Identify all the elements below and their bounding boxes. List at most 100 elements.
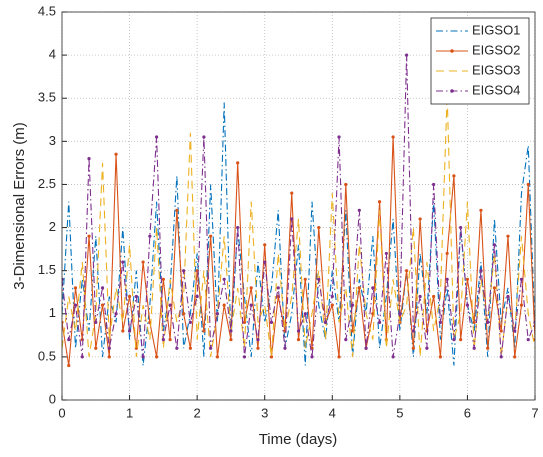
legend-marker — [450, 89, 454, 93]
y-tick-label: 1 — [49, 305, 56, 320]
point — [188, 346, 192, 350]
point — [377, 320, 382, 324]
point — [513, 329, 517, 333]
point — [296, 329, 301, 333]
x-tick-label: 2 — [194, 405, 201, 420]
x-tick-label: 4 — [329, 405, 336, 420]
point — [215, 312, 220, 316]
point — [222, 303, 226, 307]
point — [168, 338, 172, 342]
point — [317, 225, 321, 230]
point — [94, 346, 98, 350]
point — [452, 338, 456, 342]
y-tick-label: 0 — [49, 391, 56, 406]
point — [398, 312, 402, 316]
point — [479, 269, 483, 273]
point — [445, 277, 449, 281]
point — [94, 320, 98, 324]
y-tick-label: 2.5 — [38, 176, 56, 191]
point — [303, 277, 307, 281]
point — [249, 286, 253, 290]
point — [114, 152, 118, 156]
point — [175, 208, 179, 212]
point — [405, 53, 409, 57]
y-tick-label: 3 — [49, 133, 56, 148]
point — [195, 294, 199, 299]
point — [236, 225, 240, 230]
point — [472, 346, 476, 350]
x-tick-label: 1 — [126, 405, 133, 420]
point — [100, 303, 105, 307]
point — [418, 217, 422, 221]
point — [67, 363, 71, 368]
point — [391, 355, 395, 359]
point — [459, 225, 463, 230]
point — [229, 329, 233, 333]
point — [202, 135, 206, 139]
point — [526, 338, 530, 342]
point — [155, 135, 159, 139]
point — [182, 312, 186, 316]
point — [80, 355, 84, 359]
point — [357, 208, 361, 212]
legend-label: EIGSO3 — [472, 62, 520, 77]
point — [384, 251, 388, 256]
x-tick-label: 7 — [531, 405, 538, 420]
series-group — [62, 53, 535, 368]
point — [107, 346, 111, 350]
legend-box — [430, 17, 530, 105]
y-tick-label: 4.5 — [38, 3, 56, 18]
point — [411, 346, 415, 350]
legend-label: EIGSO1 — [472, 22, 520, 37]
point — [486, 346, 490, 350]
point — [418, 294, 422, 299]
point — [73, 286, 78, 290]
series-line — [62, 55, 535, 357]
point — [513, 355, 517, 359]
point — [100, 286, 105, 290]
point — [445, 251, 449, 256]
y-tick-label: 1.5 — [38, 262, 56, 277]
point — [303, 312, 307, 316]
point — [155, 355, 159, 359]
point — [472, 320, 476, 324]
point — [141, 260, 145, 264]
point — [499, 329, 503, 333]
point — [236, 161, 240, 165]
axes-box — [61, 11, 536, 401]
point — [209, 346, 213, 350]
point — [242, 355, 247, 359]
point — [411, 329, 415, 333]
point — [127, 329, 132, 333]
point — [432, 294, 436, 299]
point — [175, 346, 179, 350]
y-tick-label: 2 — [49, 219, 56, 234]
point — [215, 355, 220, 359]
point — [438, 320, 442, 324]
point — [492, 243, 497, 247]
point — [209, 234, 213, 238]
x-axis-label: Time (days) — [259, 431, 338, 448]
x-tick-label: 6 — [464, 405, 471, 420]
point — [249, 303, 253, 307]
point — [229, 338, 233, 342]
point — [141, 355, 145, 359]
point — [438, 355, 442, 359]
y-tick-label: 0.5 — [38, 348, 56, 363]
point — [161, 338, 165, 342]
y-tick-label: 4 — [49, 47, 56, 62]
point — [269, 355, 274, 359]
point — [350, 329, 355, 333]
point — [337, 355, 341, 359]
point — [148, 234, 152, 238]
point — [283, 346, 287, 350]
point — [290, 217, 294, 221]
x-tick-label: 0 — [58, 405, 65, 420]
point — [263, 243, 267, 247]
y-tick-label: 3.5 — [38, 90, 56, 105]
point — [161, 277, 165, 281]
point — [405, 269, 409, 273]
point — [256, 338, 260, 342]
point — [121, 260, 125, 264]
point — [344, 182, 348, 187]
